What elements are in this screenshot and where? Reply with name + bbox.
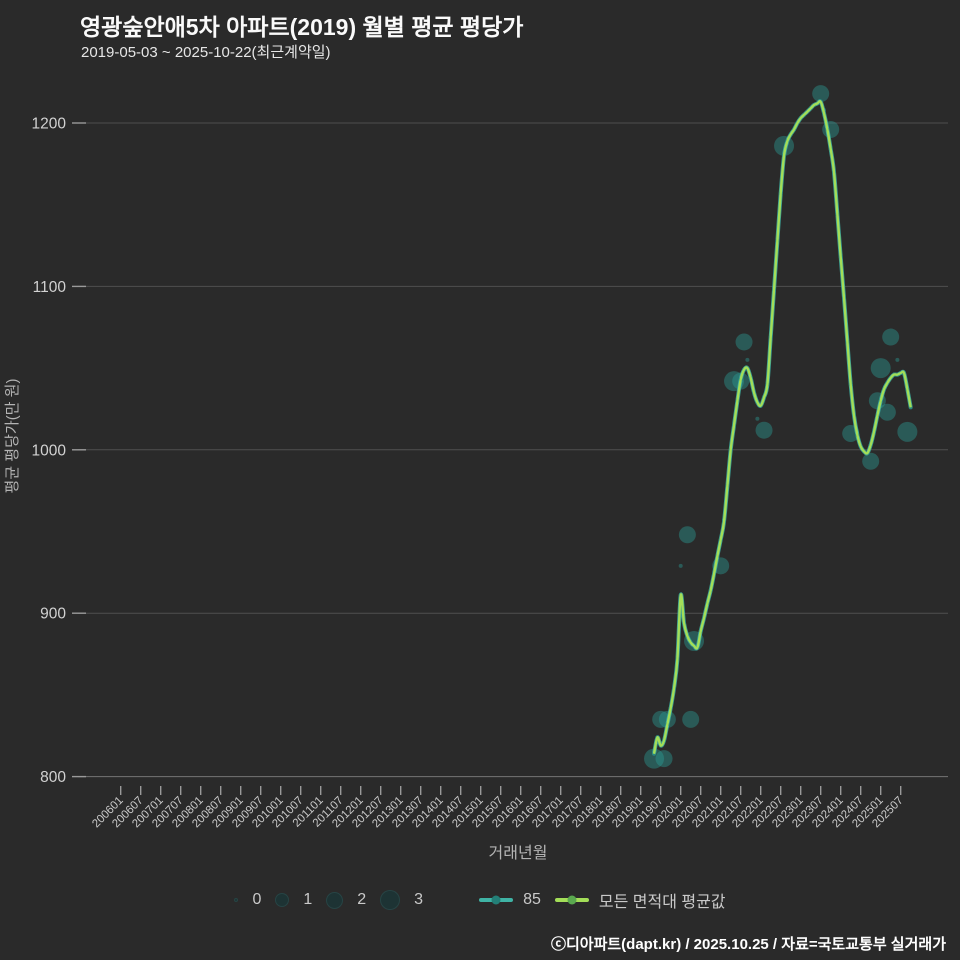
legend-size-label-2: 2 — [357, 891, 367, 908]
bubble-2022-02 — [755, 421, 773, 439]
bubble-2020-04 — [682, 710, 700, 728]
price-chart-plot: 8009001000110012002006012006072007012007… — [4, 85, 948, 862]
copyright-source-credit: ⓒ디아파트(dapt.kr) / 2025.10.25 / 자료=국토교통부 실… — [550, 936, 946, 953]
legend-size-dot-2 — [326, 891, 344, 909]
bubble-2019-08 — [655, 750, 673, 768]
chart-legend: 0 1 2 3 85 모든 면적대 평균값 — [0, 888, 960, 912]
legend-size-label-1: 1 — [303, 891, 313, 908]
bubble-2021-09 — [745, 357, 750, 362]
ytick-label-1100: 1100 — [33, 279, 67, 296]
legend-item-85: 85 — [479, 891, 541, 909]
ytick-label-1000: 1000 — [32, 442, 67, 459]
bubble-2019-05 — [644, 748, 665, 769]
legend-size-label-3: 3 — [414, 891, 424, 908]
bubble-2024-10 — [862, 452, 880, 470]
x-axis-title: 거래년월 — [489, 844, 548, 862]
bubble-2020-03 — [678, 526, 696, 544]
legend-label-all-areas: 모든 면적대 평균값 — [598, 894, 726, 911]
bubble-2025-09 — [897, 421, 918, 442]
ytick-label-900: 900 — [40, 606, 66, 623]
bubble-2025-04 — [882, 328, 900, 346]
bubble-2025-01 — [870, 358, 891, 379]
bubble-2025-03 — [878, 403, 896, 421]
legend-size-dot-3 — [380, 890, 401, 910]
ytick-label-800: 800 — [40, 769, 66, 786]
legend-label-85: 85 — [523, 891, 541, 908]
legend-line-all-icon — [554, 895, 589, 905]
y-axis-title: 평균 평당가(만 원) — [4, 379, 21, 494]
ytick-label-1200: 1200 — [32, 116, 67, 133]
legend-size-label-0: 0 — [252, 891, 262, 908]
page-subtitle: 2019-05-03 ~ 2025-10-22(최근계약일) — [81, 44, 331, 61]
legend-size-dot-0 — [234, 898, 239, 902]
line-85 — [652, 99, 913, 755]
bubble-2025-06 — [895, 357, 900, 362]
legend-line-85-icon — [479, 895, 514, 905]
line-all-areas-average — [652, 100, 912, 754]
bubble-2023-07 — [812, 85, 830, 103]
legend-item-all-areas: 모든 면적대 평균값 — [554, 888, 726, 912]
bubble-2021-12 — [755, 416, 760, 421]
page-title: 영광숲안애5차 아파트(2019) 월별 평균 평당가 — [80, 14, 524, 40]
legend-size-dot-1 — [275, 893, 290, 907]
bubble-2020-01 — [678, 563, 683, 568]
bubble-2021-08 — [735, 333, 753, 351]
bubble-2019-07 — [652, 710, 670, 728]
